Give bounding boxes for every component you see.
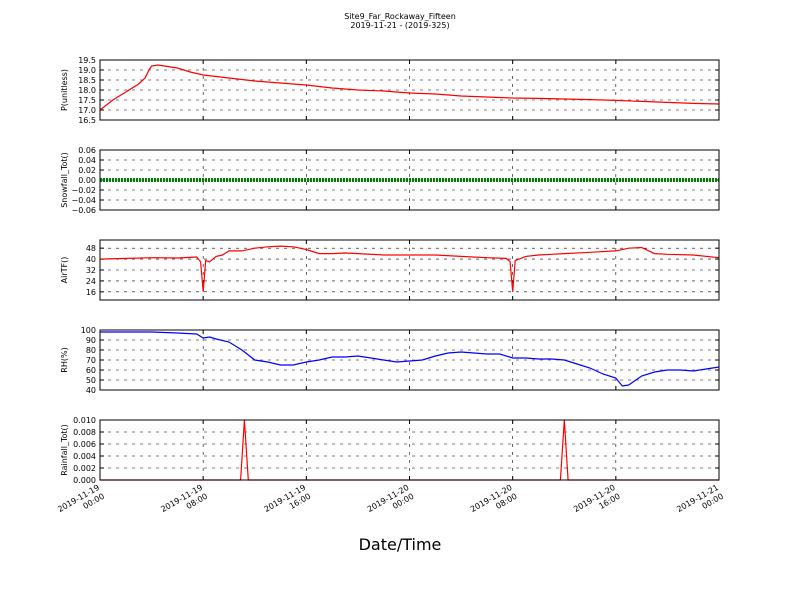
chart-subtitle: 2019-11-21 - (2019-325) [350,21,450,30]
y-tick-label: 50 [86,376,96,385]
y-tick-label: 0.04 [78,156,96,165]
y-tick-label: −0.02 [71,186,96,195]
panel-2: −0.06−0.04−0.020.000.020.040.06 Snowfall_… [60,146,720,215]
panel-1: 16.517.017.518.018.519.019.5 P(unitless) [60,56,720,125]
y-tick-label: 32 [86,266,96,275]
x-tick-label: 2019-11-2100:00 [675,483,725,523]
panel-frame [99,149,720,211]
y-tick-label: 90 [86,336,96,345]
panel-5: 0.000 0.002 0.004 0.006 0.008 0.010 Rainfall_T… [60,416,720,485]
y-tick-label: 18.0 [78,86,96,95]
y-tick-label: 0.06 [78,146,96,155]
y-tick-label: 60 [86,366,96,375]
x-tick-label: 2019-11-2000:00 [366,483,416,523]
x-tick-label: 2019-11-2008:00 [469,483,519,523]
y-tick-label: 48 [86,244,96,253]
panel-frame [99,419,720,481]
y-tick-label: 18.5 [78,76,96,85]
chart-title: Site9_Far_Rockaway_Fifteen [344,12,456,21]
y-tick-label: 16.5 [78,116,96,125]
series-line [99,245,720,292]
y-tick-label: −0.06 [71,206,96,215]
series-line [99,64,720,111]
y-tick-label: 0.004 [73,452,96,461]
y-tick-label: 100 [81,326,96,335]
y-tick-label: 70 [86,356,96,365]
y-tick-label: 17.0 [78,106,96,115]
y-axis-label: Rainfall_Tot() [60,424,69,476]
x-tick-label: 2019-11-1900:00 [56,483,106,523]
y-tick-label: 0.002 [73,464,96,473]
series-line [100,331,720,387]
y-tick-label: 0.008 [73,428,96,437]
y-tick-label: 0.000 [73,476,96,485]
y-tick-label: 0.02 [78,166,96,175]
panel-frame [99,329,720,391]
y-axis-label: Snowfall_Tot() [60,152,69,208]
y-tick-label: 40 [86,386,96,395]
y-tick-label: 40 [86,255,96,264]
y-tick-label: 80 [86,346,96,355]
panel-frame [99,59,720,121]
y-tick-label: 17.5 [78,96,96,105]
y-tick-label: 16 [86,288,96,297]
x-tick-label: 2019-11-2016:00 [572,483,622,523]
panel-frame [99,239,720,301]
x-tick-label: 2019-11-1916:00 [263,483,313,523]
y-axis-label: AirTF() [60,257,69,284]
x-axis-label: Date/Time [358,535,442,554]
y-axis-label: P(unitless) [60,69,69,111]
x-tick-label: 2019-11-1908:00 [159,483,209,523]
y-tick-label: −0.04 [71,196,96,205]
y-axis-label: RH(%) [60,347,69,372]
panel-3: 16 24 32 40 48 AirTF() [60,239,720,301]
y-tick-label: 24 [86,277,96,286]
y-tick-label: 0.006 [73,440,96,449]
y-tick-label: 0.00 [78,176,96,185]
y-tick-label: 19.0 [78,66,96,75]
y-tick-label: 19.5 [78,56,96,65]
y-tick-label: 0.010 [73,416,96,425]
